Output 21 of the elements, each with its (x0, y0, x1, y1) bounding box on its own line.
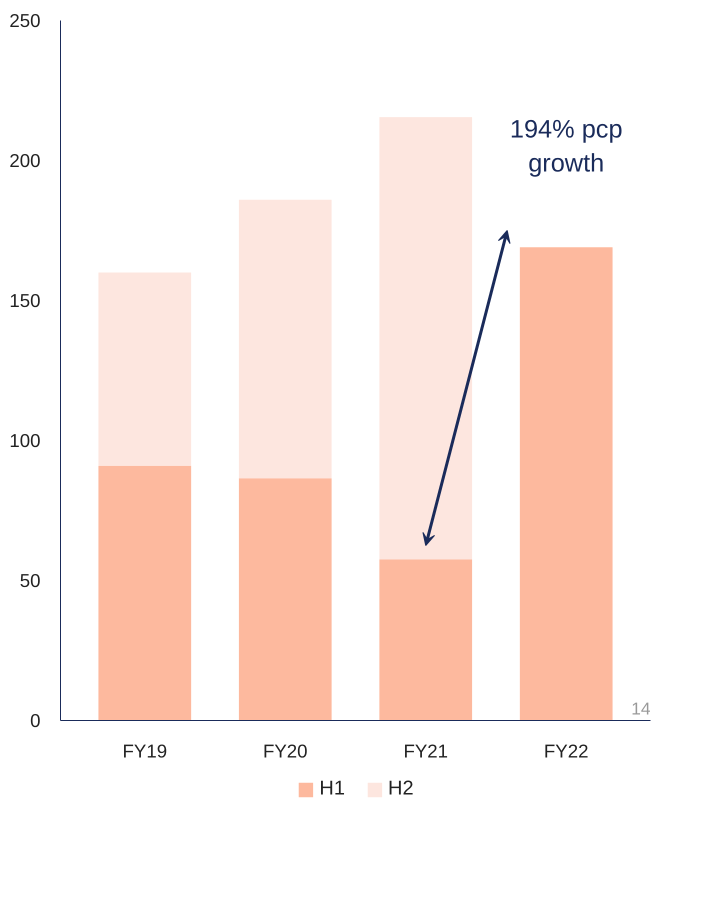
x-tick-label: FY22 (544, 740, 589, 762)
bar (238, 478, 332, 720)
bar (379, 560, 472, 720)
y-tick-label: 100 (9, 430, 41, 451)
y-tick-label: 250 (9, 10, 41, 31)
y-tick-label: 200 (9, 150, 41, 171)
y-tick-label: 150 (9, 290, 41, 311)
y-tick-label: 0 (30, 710, 41, 731)
legend-label: H1 (319, 778, 345, 800)
x-tick-label: FY20 (262, 740, 308, 762)
bar (520, 247, 613, 720)
annotation: 194% pcp growth (510, 116, 623, 178)
x-tick-label: FY21 (403, 740, 448, 762)
x-tick-label: FY19 (122, 740, 168, 762)
bar (98, 272, 192, 466)
bar (379, 117, 472, 560)
legend-label: H2 (388, 778, 414, 800)
annotation: 14 (631, 698, 651, 718)
y-tick-label: 50 (20, 570, 41, 591)
bar (238, 200, 332, 478)
bar (98, 466, 192, 720)
